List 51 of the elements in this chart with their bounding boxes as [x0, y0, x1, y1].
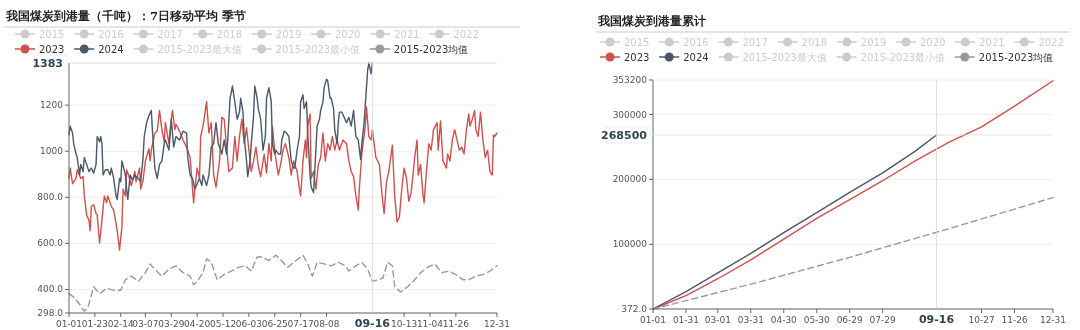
- legend-label: 2024: [98, 43, 124, 55]
- ref-line-label: 268500: [601, 128, 648, 142]
- ref-line-label: 09-16: [354, 317, 391, 330]
- x-tick-label: 01-31: [672, 315, 700, 325]
- y-tick-label: 300000: [612, 109, 648, 120]
- line-series: [68, 101, 498, 251]
- x-tick-label: 01-23: [81, 319, 108, 329]
- x-tick-label: 08-08: [313, 319, 340, 329]
- ref-line-label: 1383: [32, 57, 63, 70]
- y-tick-label: 800.0: [37, 192, 64, 203]
- y-tick-label: 400.0: [37, 284, 64, 295]
- x-tick-label: 11-26: [1001, 315, 1028, 325]
- chart-title: 我国煤炭到港量（千吨）：7日移动平均 季节: [5, 9, 247, 23]
- x-tick-label: 04-20: [184, 319, 211, 329]
- y-tick-label: 1200: [40, 100, 64, 111]
- x-tick-label: 05-12: [209, 319, 237, 329]
- x-tick-label: 10-27: [968, 315, 995, 325]
- legend-label: 2015-2023均值: [978, 51, 1054, 63]
- x-tick-label: 01-01: [639, 315, 667, 325]
- y-tick-label: 600.0: [37, 238, 64, 249]
- x-tick-label: 03-07: [132, 319, 159, 329]
- ref-line-label: 09-16: [918, 313, 955, 326]
- x-tick-label: 06-25: [261, 319, 288, 329]
- y-tick-label: 200000: [612, 174, 648, 185]
- x-tick-label: 06-03: [235, 319, 262, 329]
- legend-label: 2023: [39, 43, 65, 55]
- y-tick-label: 372.0: [621, 304, 648, 314]
- x-tick-label: 03-31: [737, 315, 764, 325]
- legend-label: 2015-2023均值: [393, 43, 469, 55]
- x-tick-label: 05-30: [803, 315, 831, 325]
- y-tick-label: 100000: [612, 239, 648, 250]
- x-tick-label: 07-17: [287, 319, 314, 329]
- legend-label: 2023: [624, 51, 650, 63]
- x-tick-label: 12-31: [483, 319, 511, 329]
- x-tick-label: 03-01: [704, 315, 731, 325]
- line-series: [652, 134, 938, 310]
- x-tick-label: 12-31: [1039, 315, 1067, 325]
- x-tick-label: 06-29: [836, 315, 864, 325]
- x-tick-label: 01-01: [55, 319, 83, 329]
- legend-label: 2024: [683, 51, 709, 63]
- y-tick-label: 298.0: [37, 308, 64, 318]
- x-tick-label: 04-30: [770, 315, 798, 325]
- y-tick-label: 353200: [612, 75, 648, 85]
- y-tick-label: 1000: [40, 146, 64, 157]
- line-series: [68, 62, 374, 201]
- x-tick-label: 10-13: [391, 319, 418, 329]
- x-tick-label: 11-04: [416, 319, 444, 329]
- x-tick-label: 03-29: [158, 319, 185, 329]
- chart-title: 我国煤炭到港量累计: [597, 14, 706, 28]
- x-tick-label: 11-26: [442, 319, 470, 329]
- x-tick-label: 07-29: [869, 315, 897, 325]
